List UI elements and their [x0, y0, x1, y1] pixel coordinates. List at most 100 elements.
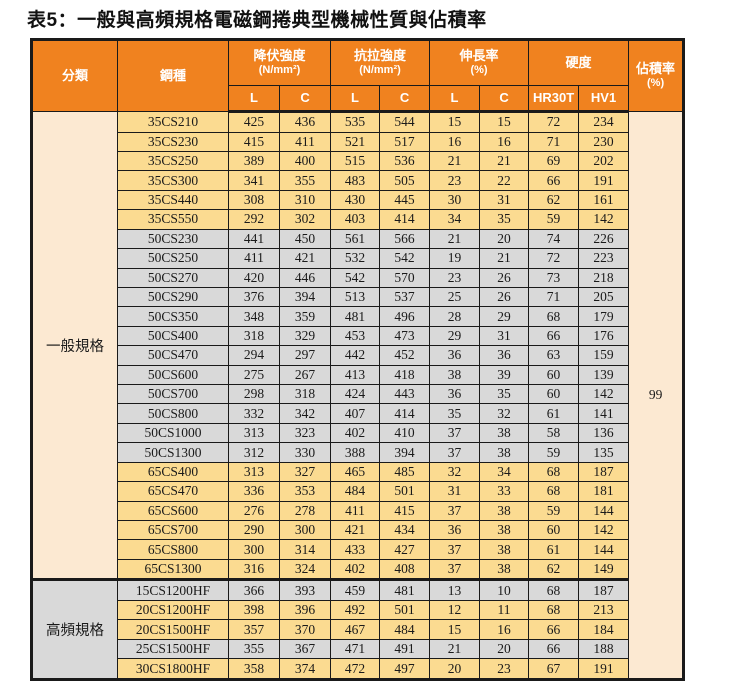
value-cell: 37 — [429, 442, 481, 463]
value-cell: 61 — [528, 539, 580, 560]
grade-cell: 50CS800 — [117, 403, 229, 424]
value-cell: 290 — [228, 519, 280, 541]
value-cell: 69 — [528, 150, 580, 172]
value-cell: 358 — [228, 658, 280, 680]
value-cell: 542 — [379, 248, 431, 269]
value-cell: 58 — [528, 422, 580, 444]
grade-cell: 50CS400 — [117, 325, 229, 347]
value-cell: 63 — [528, 345, 580, 366]
value-cell: 402 — [330, 422, 381, 444]
value-cell: 450 — [278, 228, 332, 250]
value-cell: 407 — [330, 403, 381, 424]
value-cell: 418 — [379, 364, 431, 386]
value-cell: 68 — [528, 599, 580, 621]
subheader-hr30t: HR30T — [528, 85, 580, 113]
value-cell: 446 — [278, 267, 332, 288]
value-cell: 15 — [479, 111, 530, 133]
value-cell: 144 — [578, 539, 630, 560]
value-cell: 411 — [330, 500, 381, 522]
value-cell: 179 — [578, 306, 630, 327]
value-cell: 32 — [429, 461, 481, 483]
table-row: 50CS400 318 329 453 473 29 31 66 176 — [32, 325, 684, 347]
value-cell: 218 — [578, 267, 630, 288]
header-yield-strength-label: 降伏強度 — [253, 48, 306, 63]
value-cell: 23 — [479, 658, 530, 680]
subheader-elongation-c: C — [479, 85, 530, 113]
value-cell: 35 — [479, 209, 530, 230]
value-cell: 25 — [429, 286, 481, 308]
value-cell: 374 — [278, 658, 332, 680]
value-cell: 467 — [330, 619, 381, 640]
table-row: 30CS1800HF 358 374 472 497 20 23 67 191 — [32, 658, 684, 680]
table-row: 65CS1300 316 324 402 408 37 38 62 149 — [32, 558, 684, 581]
value-cell: 483 — [330, 170, 381, 191]
value-cell: 59 — [528, 442, 580, 463]
value-cell: 492 — [330, 599, 381, 621]
value-cell: 341 — [228, 170, 280, 191]
value-cell: 501 — [379, 481, 431, 502]
value-cell: 496 — [379, 306, 431, 327]
value-cell: 443 — [379, 384, 431, 405]
value-cell: 436 — [278, 111, 332, 133]
value-cell: 410 — [379, 422, 431, 444]
value-cell: 453 — [330, 325, 381, 347]
value-cell: 485 — [379, 461, 431, 483]
value-cell: 68 — [528, 578, 580, 601]
value-cell: 71 — [528, 131, 580, 152]
value-cell: 318 — [228, 325, 280, 347]
value-cell: 161 — [578, 189, 630, 211]
value-cell: 73 — [528, 267, 580, 288]
value-cell: 16 — [479, 131, 530, 152]
value-cell: 433 — [330, 539, 381, 560]
value-cell: 21 — [429, 638, 481, 660]
value-cell: 473 — [379, 325, 431, 347]
value-cell: 400 — [278, 150, 332, 172]
value-cell: 21 — [479, 150, 530, 172]
value-cell: 408 — [379, 558, 431, 581]
value-cell: 29 — [479, 306, 530, 327]
value-cell: 442 — [330, 345, 381, 366]
value-cell: 66 — [528, 170, 580, 191]
category-cell: 一般規格 — [31, 110, 118, 581]
table-row: 50CS600 275 267 413 418 38 39 60 139 — [32, 364, 684, 386]
value-cell: 472 — [330, 658, 381, 680]
value-cell: 278 — [278, 500, 332, 522]
value-cell: 294 — [228, 345, 280, 366]
subheader-yield-c: C — [278, 85, 332, 113]
grade-cell: 50CS350 — [117, 306, 229, 327]
value-cell: 421 — [330, 519, 381, 541]
value-cell: 521 — [330, 131, 381, 152]
subheader-tensile-c: C — [379, 85, 431, 113]
grade-cell: 35CS230 — [117, 131, 229, 152]
value-cell: 267 — [278, 364, 332, 386]
value-cell: 316 — [228, 558, 280, 581]
header-tensile-strength-unit: (N/mm²) — [359, 64, 401, 77]
table-row: 20CS1500HF 357 370 467 484 15 16 66 184 — [32, 619, 684, 640]
value-cell: 313 — [228, 461, 280, 483]
value-cell: 413 — [330, 364, 381, 386]
value-cell: 181 — [578, 481, 630, 502]
value-cell: 19 — [429, 248, 481, 269]
value-cell: 355 — [278, 170, 332, 191]
grade-cell: 35CS250 — [117, 150, 229, 172]
grade-cell: 50CS230 — [117, 228, 229, 250]
value-cell: 415 — [379, 500, 431, 522]
value-cell: 275 — [228, 364, 280, 386]
value-cell: 441 — [228, 228, 280, 250]
value-cell: 465 — [330, 461, 381, 483]
value-cell: 13 — [429, 578, 481, 601]
value-cell: 505 — [379, 170, 431, 191]
value-cell: 141 — [578, 403, 630, 424]
table-row: 35CS230 415 411 521 517 16 16 71 230 — [32, 131, 684, 152]
value-cell: 226 — [578, 228, 630, 250]
header-elongation: 伸長率 (%) — [429, 39, 530, 86]
table-row: 50CS470 294 297 442 452 36 36 63 159 — [32, 345, 684, 366]
value-cell: 187 — [578, 578, 630, 601]
value-cell: 191 — [578, 170, 630, 191]
value-cell: 20 — [479, 228, 530, 250]
table-row: 50CS700 298 318 424 443 36 35 60 142 — [32, 384, 684, 405]
value-cell: 36 — [429, 345, 481, 366]
value-cell: 313 — [228, 422, 280, 444]
value-cell: 39 — [479, 364, 530, 386]
value-cell: 342 — [278, 403, 332, 424]
